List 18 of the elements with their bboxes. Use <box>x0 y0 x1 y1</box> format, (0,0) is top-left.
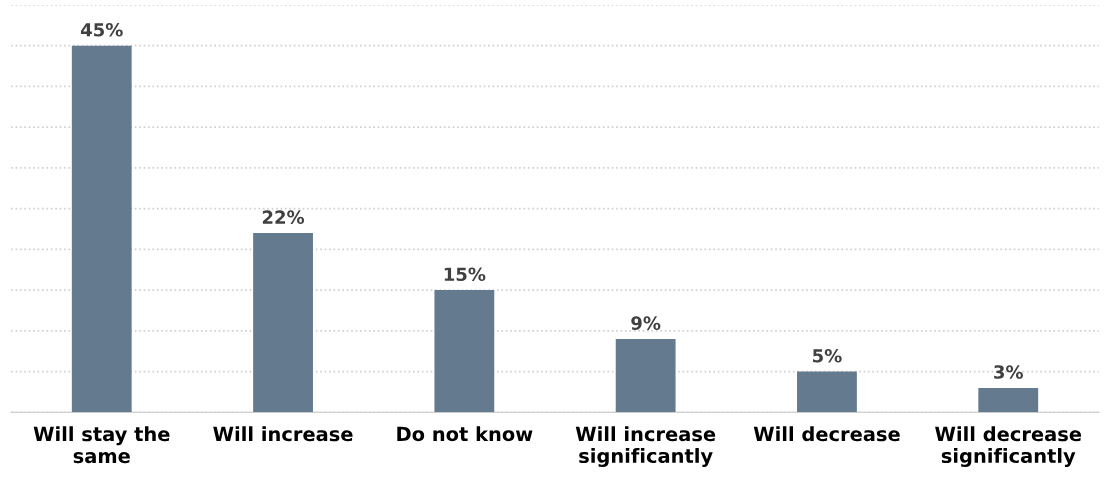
bar <box>71 45 132 413</box>
x-tick-label: Do not know <box>397 426 533 442</box>
data-label: 9% <box>631 316 661 330</box>
data-label: 15% <box>444 267 486 282</box>
x-tick-label: Will stay the same <box>33 426 170 464</box>
data-label: 45% <box>80 22 123 37</box>
data-label: 5% <box>813 348 842 363</box>
bar <box>253 233 313 413</box>
x-tick-label: Will decrease significantly <box>935 426 1082 467</box>
x-tick-label: Will increase significantly <box>575 426 716 467</box>
bar <box>615 339 676 413</box>
bar <box>978 387 1039 413</box>
bar <box>797 371 857 413</box>
x-tick-label: Will decrease <box>753 426 900 442</box>
bar <box>434 290 495 413</box>
x-tick-label: Will increase <box>213 426 353 442</box>
data-label: 3% <box>994 365 1023 379</box>
data-label: 22% <box>262 210 305 225</box>
